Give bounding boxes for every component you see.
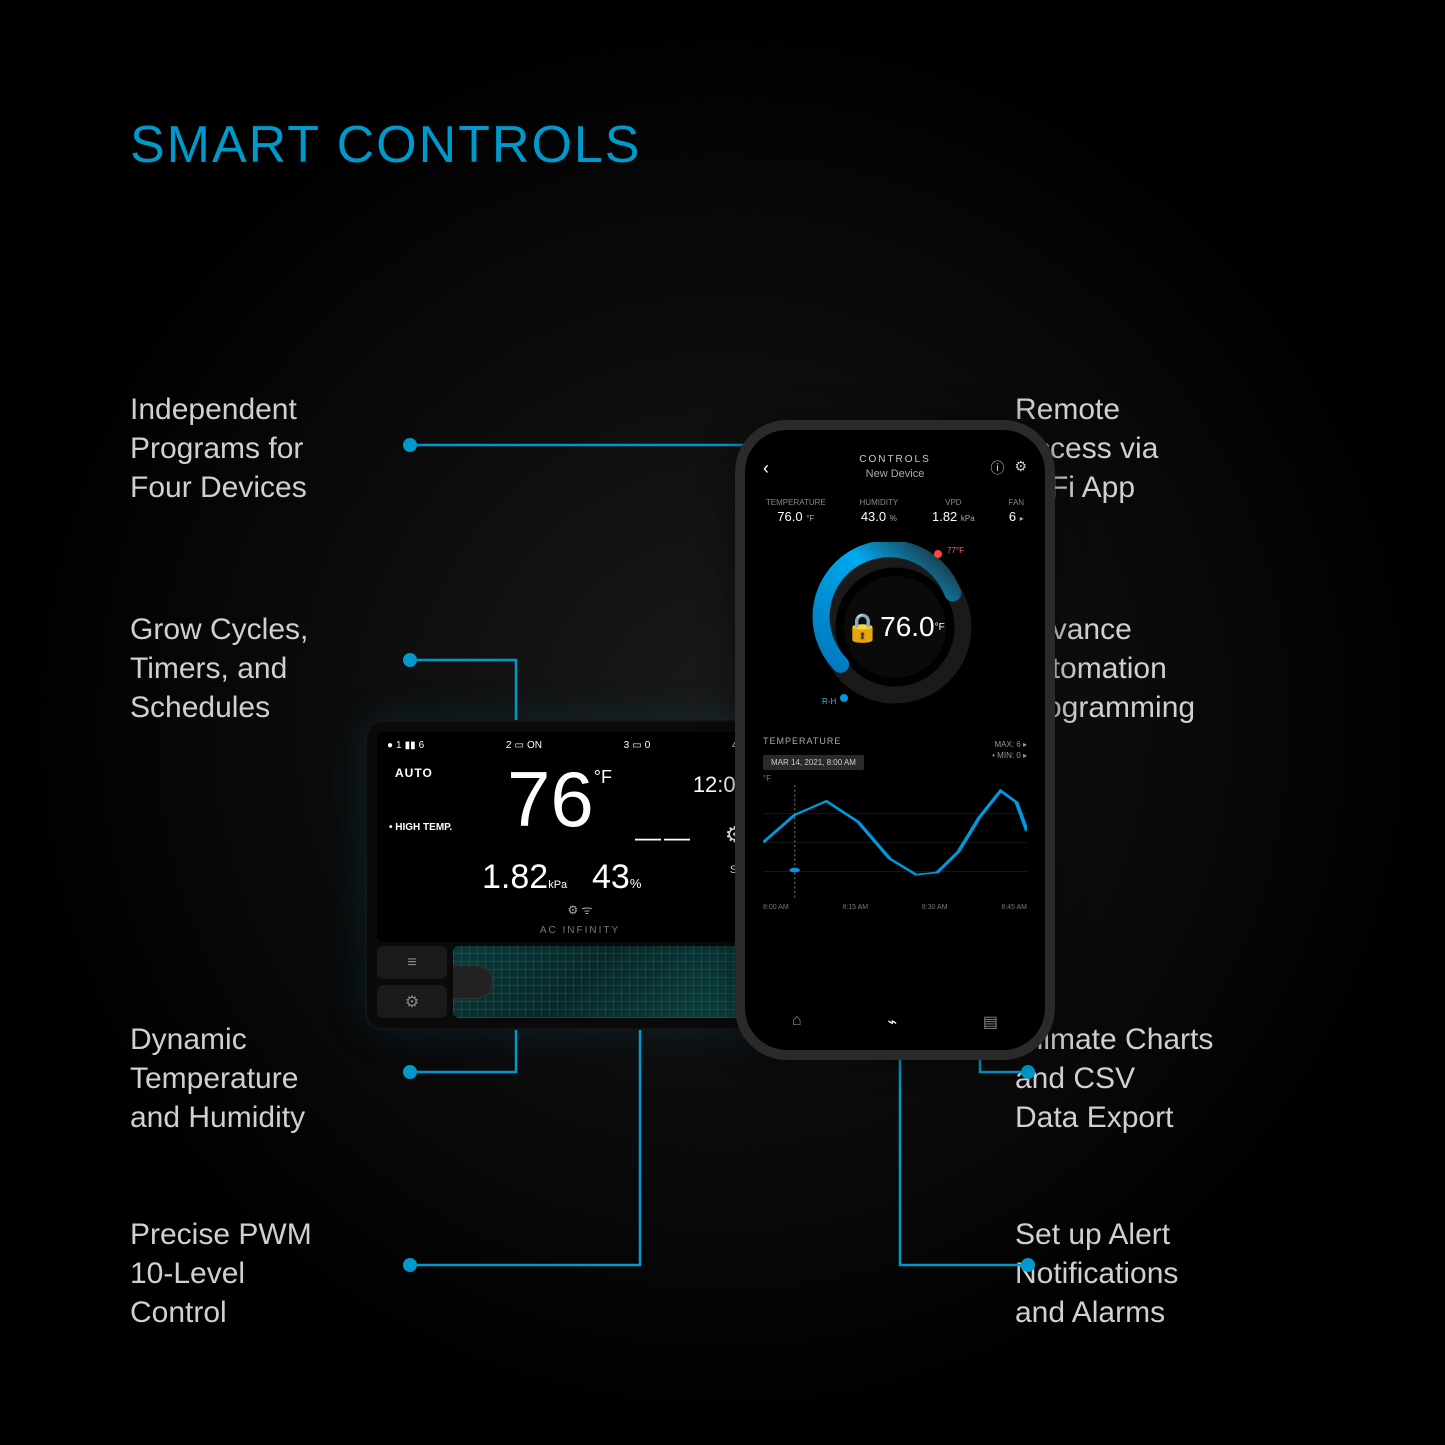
controller-vpd: 1.82kPa <box>482 858 567 897</box>
phone-stat-humidity: HUMIDITY 43.0 % <box>860 498 899 524</box>
controller-port-2: 2▭ON <box>506 740 542 751</box>
controller-dash: —— <box>635 822 693 853</box>
connector-dot <box>1021 1258 1035 1272</box>
controller-device: ●1▮▮6 2▭ON 3▭0 4▭OFF AUTO • HIGH TEMP. 7… <box>365 720 795 1030</box>
phone-minmax: MAX: 6 ▸ • MIN: 0 ▸ <box>992 739 1027 761</box>
controller-port-3: 3▭0 <box>624 740 651 751</box>
phone-stats-row: TEMPERATURE 76.0 °F HUMIDITY 43.0 % VPD … <box>749 498 1041 524</box>
phone-dial[interactable]: 77°F R-H 🔒 76.0°F <box>810 542 980 712</box>
gear-icon[interactable]: ⚙ <box>1014 458 1027 478</box>
nav-home-icon[interactable]: ⌂ <box>792 1012 802 1032</box>
phone-chart-title: TEMPERATURE <box>763 736 1027 746</box>
phone-chart-ylabel: °F <box>763 774 1027 783</box>
controller-ports-row: ●1▮▮6 2▭ON 3▭0 4▭OFF <box>387 740 773 751</box>
phone-chart-date-pill: MAR 14, 2021, 8:00 AM <box>763 755 864 770</box>
dial-center-value: 🔒 76.0°F <box>810 542 980 712</box>
phone-stat-temperature: TEMPERATURE 76.0 °F <box>766 498 826 524</box>
phone-bottom-nav: ⌂ ⌁ ▤ <box>749 1012 1041 1032</box>
controller-bottom-row: ≡ ⚙ <box>377 946 783 1018</box>
connector-dot <box>403 653 417 667</box>
phone-header-icons: ⓘ ⚙ <box>990 458 1027 478</box>
controller-mode: AUTO <box>395 766 433 780</box>
connector-dot <box>1021 1065 1035 1079</box>
menu-icon: ≡ <box>407 954 416 972</box>
controller-big-temperature: 76°F <box>507 760 612 838</box>
controller-screen: ●1▮▮6 2▭ON 3▭0 4▭OFF AUTO • HIGH TEMP. 7… <box>377 732 783 942</box>
phone-chart-area[interactable] <box>763 785 1027 900</box>
controller-status-icons: ⚙ ᯤ <box>377 901 783 918</box>
info-icon[interactable]: ⓘ <box>990 458 1004 478</box>
phone-back-button[interactable]: ‹ <box>763 458 769 479</box>
controller-brand-label: AC INFINITY <box>377 925 783 936</box>
phone-screen: ‹ ⓘ ⚙ CONTROLS New Device TEMPERATURE 76… <box>749 434 1041 1046</box>
controller-port-1: ●1▮▮6 <box>387 740 424 751</box>
gear-icon: ⚙ <box>405 992 419 1012</box>
phone-chart: TEMPERATURE MAR 14, 2021, 8:00 AM °F 8:0… <box>749 736 1041 911</box>
connector-dot <box>403 1258 417 1272</box>
phone-stat-fan: FAN 6 ▸ <box>1009 498 1025 524</box>
connector-dot <box>403 1065 417 1079</box>
controller-menu-button[interactable]: ≡ <box>377 946 447 979</box>
nav-chart-icon[interactable]: ⌁ <box>887 1012 897 1032</box>
controller-high-temp-label: • HIGH TEMP. <box>389 822 452 833</box>
controller-pcb-cutaway <box>453 946 783 1018</box>
controller-humidity: 43% <box>592 858 641 897</box>
controller-dial-button[interactable] <box>453 965 493 999</box>
connector-dot <box>403 438 417 452</box>
nav-list-icon[interactable]: ▤ <box>983 1012 998 1032</box>
phone-stat-vpd: VPD 1.82 kPa <box>932 498 975 524</box>
controller-settings-button[interactable]: ⚙ <box>377 985 447 1018</box>
phone-device: ‹ ⓘ ⚙ CONTROLS New Device TEMPERATURE 76… <box>745 430 1045 1050</box>
phone-chart-xaxis: 8:00 AM 8:15 AM 8:30 AM 8:45 AM <box>763 904 1027 911</box>
